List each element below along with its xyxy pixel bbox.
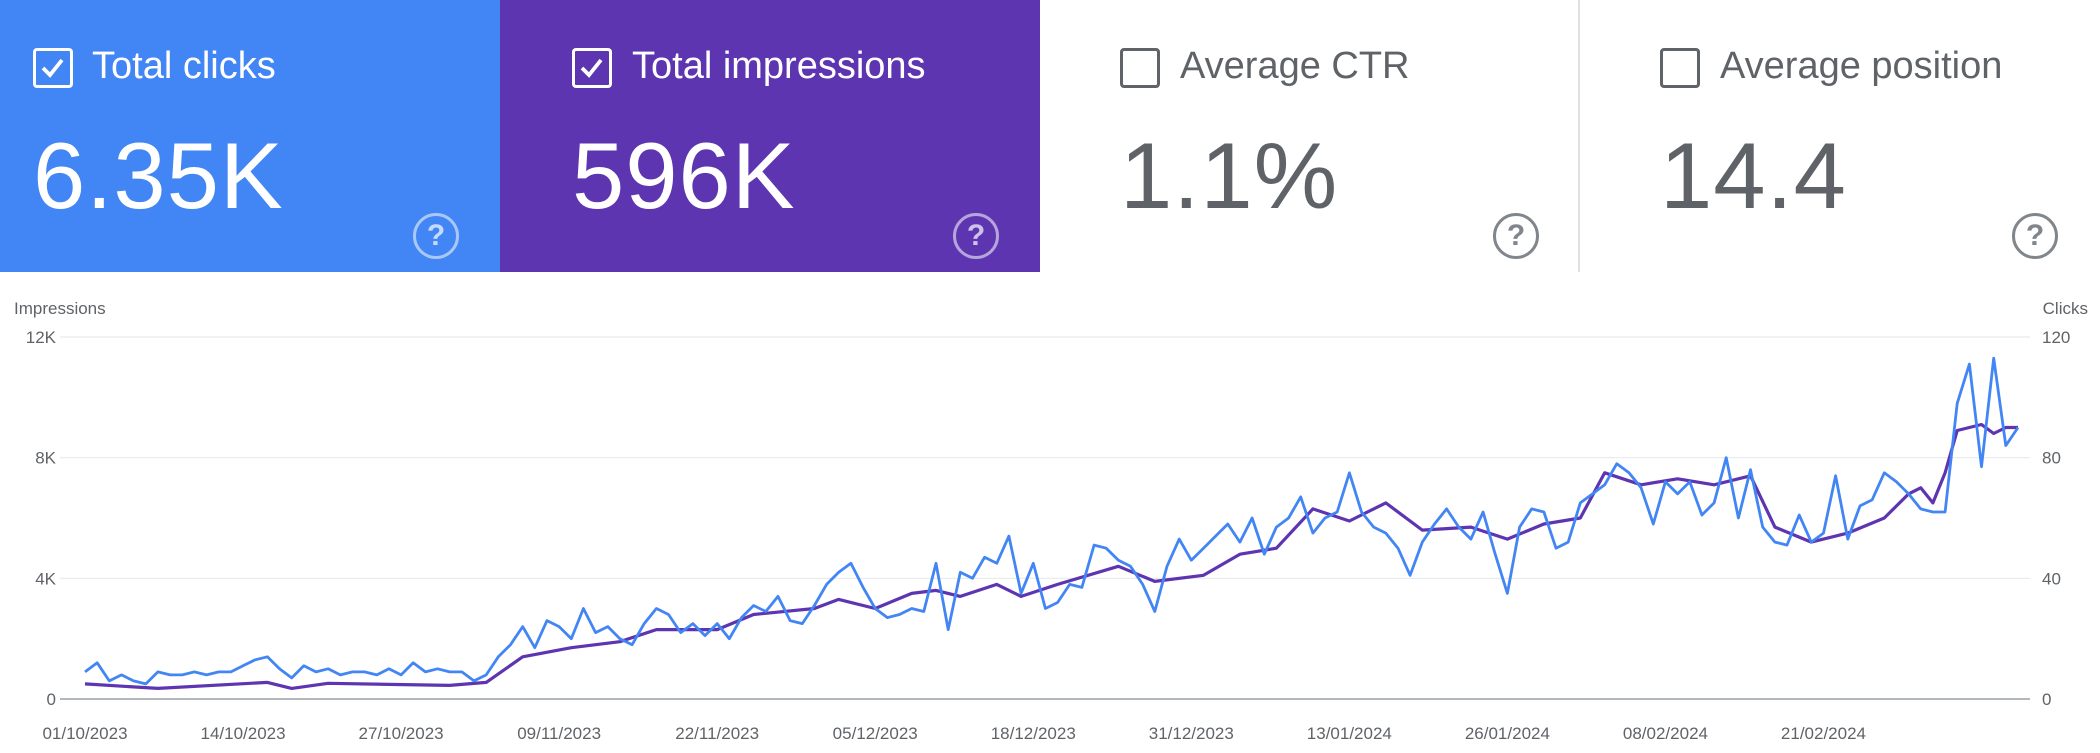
x-tick-label: 21/02/2024 [1781,724,1866,743]
checkbox-unchecked-icon[interactable] [1660,48,1700,88]
performance-chart: Impressions Clicks 0 4K 8K 12K 0 40 80 120 01/1… [14,299,2088,743]
average-ctr-card[interactable]: Average CTR 1.1% ? [1040,0,1580,272]
help-icon[interactable]: ? [413,213,459,259]
left-axis-label: Impressions [14,299,106,318]
right-tick-label: 40 [2042,569,2061,588]
average-position-value: 14.4 [1660,123,1847,228]
total-clicks-card[interactable]: Total clicks 6.35K ? [0,0,500,272]
y-ticks: 0 4K 8K 12K 0 40 80 120 [26,328,2071,709]
right-tick-label: 120 [2042,328,2070,347]
grid [60,336,2030,700]
checkbox-checked-icon[interactable] [572,48,612,88]
x-tick-label: 18/12/2023 [991,724,1076,743]
x-tick-label: 27/10/2023 [359,724,444,743]
right-tick-label: 0 [2042,690,2051,709]
left-tick-label: 4K [35,569,56,588]
total-impressions-value: 596K [572,123,796,228]
total-impressions-card[interactable]: Total impressions 596K ? [500,0,1040,272]
x-tick-label: 09/11/2023 [517,724,601,743]
average-position-card[interactable]: Average position 14.4 ? [1580,0,2100,272]
x-tick-label: 08/02/2024 [1623,724,1708,743]
average-position-label: Average position [1720,45,2003,87]
right-tick-label: 80 [2042,449,2061,468]
x-tick-label: 22/11/2023 [675,724,759,743]
right-axis-label: Clicks [2043,299,2088,318]
x-tick-label: 01/10/2023 [42,724,127,743]
average-ctr-value: 1.1% [1120,123,1339,228]
x-tick-label: 14/10/2023 [200,724,285,743]
impressions-line [84,422,2018,690]
help-icon[interactable]: ? [2012,213,2058,259]
total-clicks-value: 6.35K [33,123,284,228]
help-icon[interactable]: ? [1493,213,1539,259]
help-icon[interactable]: ? [953,213,999,259]
left-tick-label: 12K [26,328,57,347]
checkbox-unchecked-icon[interactable] [1120,48,1160,88]
clicks-line [84,356,2020,686]
x-tick-label: 13/01/2024 [1307,724,1392,743]
x-ticks: 01/10/2023 14/10/2023 27/10/2023 09/11/2023… [42,724,1866,743]
total-impressions-label: Total impressions [632,45,926,87]
total-clicks-label: Total clicks [92,45,276,87]
average-ctr-label: Average CTR [1180,45,1410,87]
x-tick-label: 05/12/2023 [833,724,918,743]
left-tick-label: 8K [35,449,56,468]
checkbox-checked-icon[interactable] [33,48,73,88]
x-tick-label: 31/12/2023 [1149,724,1234,743]
x-tick-label: 26/01/2024 [1465,724,1550,743]
series-lines [84,356,2020,690]
left-tick-label: 0 [47,690,56,709]
metric-cards: Total clicks 6.35K ? Total impressions 5… [0,0,2100,272]
